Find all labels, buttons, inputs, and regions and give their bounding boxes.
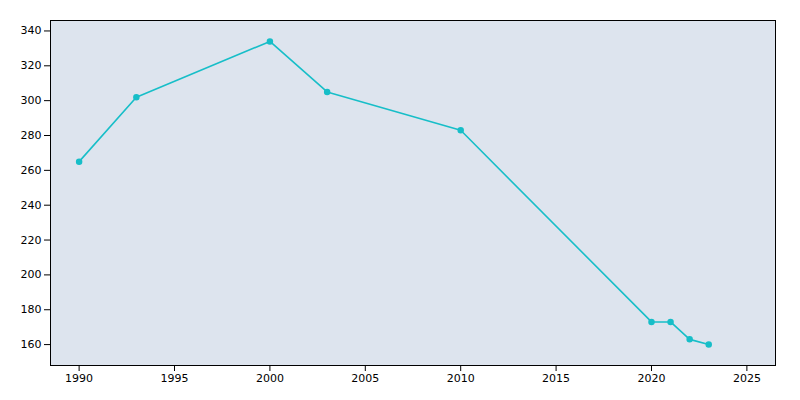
svg-text:2020: 2020 — [637, 372, 665, 385]
svg-text:220: 220 — [21, 234, 42, 247]
svg-text:320: 320 — [21, 59, 42, 72]
svg-text:340: 340 — [21, 24, 42, 37]
svg-text:280: 280 — [21, 129, 42, 142]
svg-text:2000: 2000 — [256, 372, 284, 385]
svg-text:1990: 1990 — [65, 372, 93, 385]
svg-text:2015: 2015 — [542, 372, 570, 385]
svg-text:300: 300 — [21, 94, 42, 107]
svg-text:240: 240 — [21, 199, 42, 212]
svg-text:2025: 2025 — [733, 372, 761, 385]
svg-text:180: 180 — [21, 303, 42, 316]
svg-text:2005: 2005 — [351, 372, 379, 385]
svg-text:260: 260 — [21, 164, 42, 177]
svg-text:160: 160 — [21, 338, 42, 351]
svg-text:200: 200 — [21, 268, 42, 281]
svg-text:1995: 1995 — [161, 372, 189, 385]
svg-text:2010: 2010 — [447, 372, 475, 385]
